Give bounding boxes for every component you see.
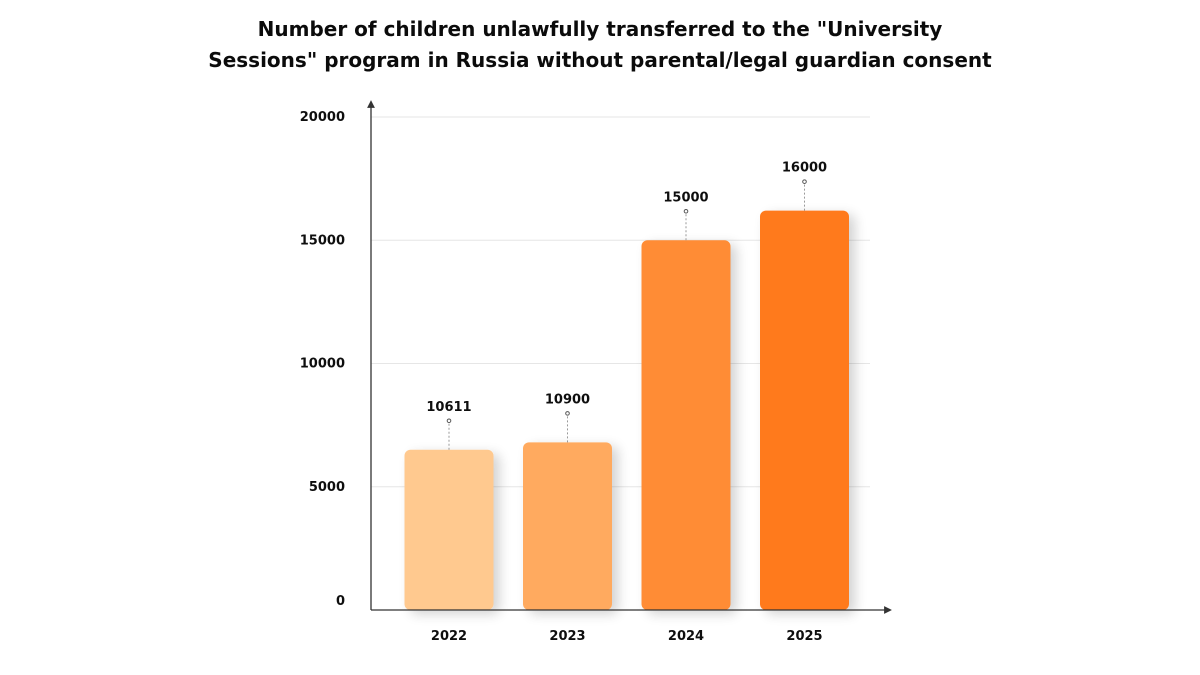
data-label-2024: 15000 [663,190,708,205]
x-tick-label-2023: 2023 [549,629,585,644]
x-tick-label-2024: 2024 [668,629,704,644]
x-tick-label-2022: 2022 [431,629,467,644]
bar-2024 [641,240,731,610]
chart-title: Number of children unlawfully transferre… [0,14,1200,76]
chart-title-line-1: Number of children unlawfully transferre… [257,17,943,41]
bars [404,210,849,611]
data-label-dot-2022 [446,418,452,424]
bar-2022 [404,449,494,610]
y-tick-label-20000: 20000 [300,110,345,125]
y-tick-label-10000: 10000 [300,357,345,372]
y-tick-labels: 0 5000 10000 15000 20000 [300,110,345,609]
data-label-dot-2023 [565,411,570,416]
y-tick-label-0: 0 [336,594,345,609]
data-label-dot-2025 [802,179,807,184]
data-labels: 10611 10900 15000 16000 [426,161,827,450]
data-label-dot-2024 [683,208,689,214]
bar-2023 [523,442,612,610]
x-tick-labels: 2022 2023 2024 2025 [431,629,823,644]
data-label-2023: 10900 [545,392,590,407]
data-label-2022: 10611 [426,400,471,415]
x-tick-label-2025: 2025 [786,629,822,644]
y-tick-label-5000: 5000 [309,480,345,495]
bar-2025 [760,210,849,611]
y-tick-label-15000: 15000 [300,233,345,248]
data-label-2025: 16000 [782,161,827,176]
axes [367,100,892,614]
chart-title-line-2: Sessions" program in Russia without pare… [208,48,992,72]
